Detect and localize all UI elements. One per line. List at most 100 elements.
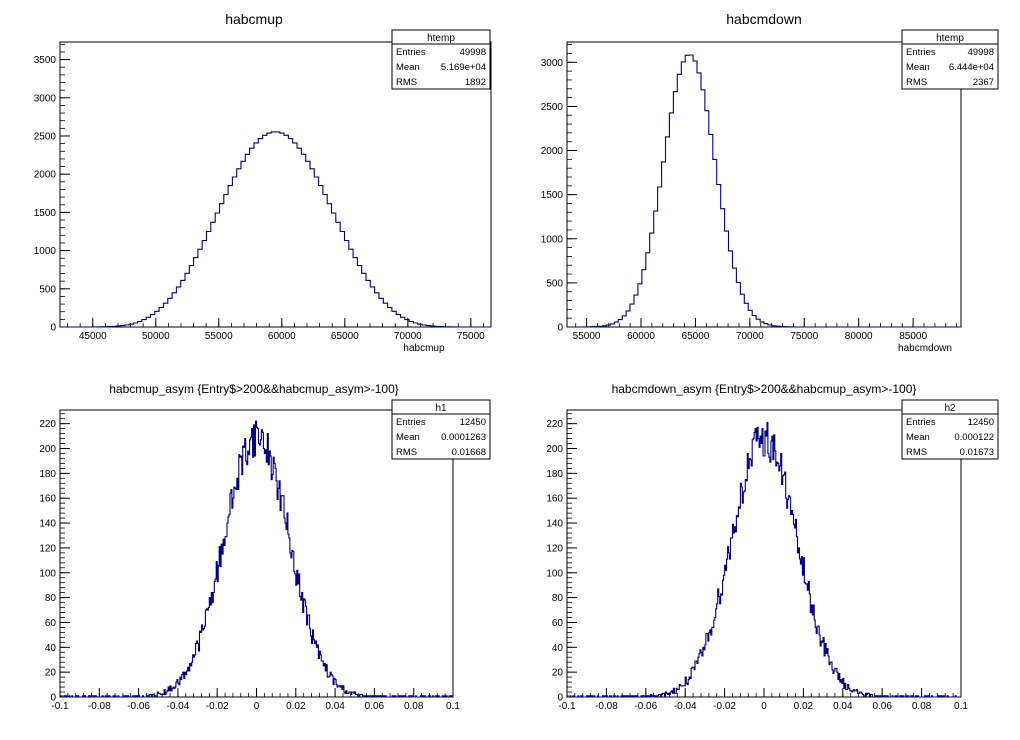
stats-row-value: 0.01673 [960,447,994,458]
x-tick-label: 75000 [457,331,485,342]
y-tick-label: 120 [546,543,563,554]
y-tick-label: 0 [557,323,563,334]
x-tick-label: -0.08 [595,701,618,712]
x-axis-label: habcmup [403,343,445,354]
y-tick-label: 140 [39,519,56,530]
y-tick-label: 500 [546,278,563,289]
y-tick-label: 40 [45,643,57,654]
x-tick-label: 0.1 [954,701,968,712]
stats-row-label: Mean [906,62,930,73]
y-tick-label: 0 [50,693,56,704]
y-tick-label: 180 [546,469,563,480]
stats-row-value: 0.01668 [452,447,486,458]
y-tick-label: 1000 [541,234,564,245]
y-tick-label: 80 [45,593,57,604]
histogram-panel-3: habcmup_asym {Entry$>200&&habcmup_asym>-… [39,382,491,712]
histogram-panel-4: habcmdown_asym {Entry$>200&&habcmup_asym… [546,382,999,712]
x-tick-label: 75000 [790,331,818,342]
stats-box-name: htemp [936,33,964,44]
stats-row-value: 2367 [973,77,994,88]
stats-row-label: Mean [396,62,420,73]
x-tick-label: 0.08 [912,701,932,712]
stats-row-label: Entries [906,417,936,428]
stats-row-value: 49998 [460,47,486,58]
x-tick-label: 0.06 [365,701,385,712]
x-tick-label: -0.06 [127,701,150,712]
y-tick-label: 200 [39,444,56,455]
y-tick-label: 0 [50,323,56,334]
x-tick-label: -0.1 [558,701,576,712]
stats-box-frame [391,399,491,460]
y-tick-label: 140 [546,519,563,530]
x-tick-label: -0.02 [713,701,736,712]
histogram-panel-2: habcmdown 0 500 1000 1500 2000 2500 3000 55000 60… [541,11,999,354]
y-tick-label: 1000 [34,246,57,257]
x-tick-label: 60000 [268,331,296,342]
x-tick-label: 70000 [394,331,422,342]
x-tick-label: 0.04 [325,701,345,712]
plot-frame [59,41,492,328]
stats-row-value: 6.444e+04 [949,62,994,73]
y-tick-label: 220 [39,419,56,430]
stats-box-name: h1 [435,403,447,414]
stats-box-name: h2 [944,403,956,414]
y-tick-label: 160 [546,494,563,505]
y-tick-label: 120 [39,543,56,554]
y-tick-label: 80 [552,593,564,604]
stats-row-label: RMS [906,447,927,458]
y-tick-label: 2500 [541,102,564,113]
stats-row-value: 1892 [465,77,486,88]
x-tick-label: 0.06 [872,701,892,712]
y-tick-label: 1500 [541,190,564,201]
y-tick-label: 20 [45,668,57,679]
x-tick-label: -0.02 [206,701,229,712]
plot-frame [566,41,962,328]
plot-title: habcmup_asym {Entry$>200&&habcmup_asym>-… [109,382,399,396]
stats-row-label: RMS [906,77,927,88]
x-tick-label: 55000 [573,331,601,342]
y-tick-label: 3000 [34,93,57,104]
x-tick-label: 0.02 [286,701,306,712]
stats-row-value: 0.000122 [954,432,994,443]
plot-title: habcmdown_asym {Entry$>200&&habcmup_asym… [612,382,917,396]
y-tick-label: 2500 [34,131,57,142]
x-tick-label: 0 [254,701,260,712]
histogram-series [59,420,454,698]
stats-row-value: 12450 [460,417,486,428]
x-tick-label: 0 [761,701,767,712]
y-tick-label: 220 [546,419,563,430]
stats-box-frame [901,399,999,460]
x-tick-label: 0.08 [404,701,424,712]
stats-row-label: Entries [396,47,426,58]
y-tick-label: 60 [45,618,57,629]
stats-row-value: 0.0001263 [441,432,486,443]
x-tick-label: -0.08 [88,701,111,712]
stats-row-label: Entries [396,417,426,428]
x-tick-label: 85000 [899,331,927,342]
stats-row-label: Mean [396,432,420,443]
histogram-series [566,421,961,698]
x-tick-label: 50000 [142,331,170,342]
y-tick-label: 160 [39,494,56,505]
y-tick-label: 3500 [34,55,57,66]
stats-box: h2 Entries 12450 Mean 0.000122 RMS 0.01673 [901,399,999,460]
x-tick-label: 55000 [205,331,233,342]
x-tick-label: 60000 [627,331,655,342]
stats-row-label: RMS [396,77,417,88]
histogram-panel-1: habcmup 0 500 1000 1500 2000 2500 3000 3500 45000… [34,11,492,354]
stats-row-value: 49998 [968,47,994,58]
x-tick-label: -0.04 [674,701,697,712]
x-tick-label: 80000 [845,331,873,342]
x-tick-label: -0.06 [634,701,657,712]
y-tick-label: 40 [552,643,564,654]
stats-row-value: 5.169e+04 [441,62,486,73]
stats-row-label: RMS [396,447,417,458]
x-tick-label: 45000 [79,331,107,342]
y-tick-label: 0 [557,693,563,704]
stats-row-value: 12450 [968,417,994,428]
x-tick-label: -0.1 [51,701,69,712]
x-tick-label: 0.1 [446,701,460,712]
y-tick-label: 20 [552,668,564,679]
